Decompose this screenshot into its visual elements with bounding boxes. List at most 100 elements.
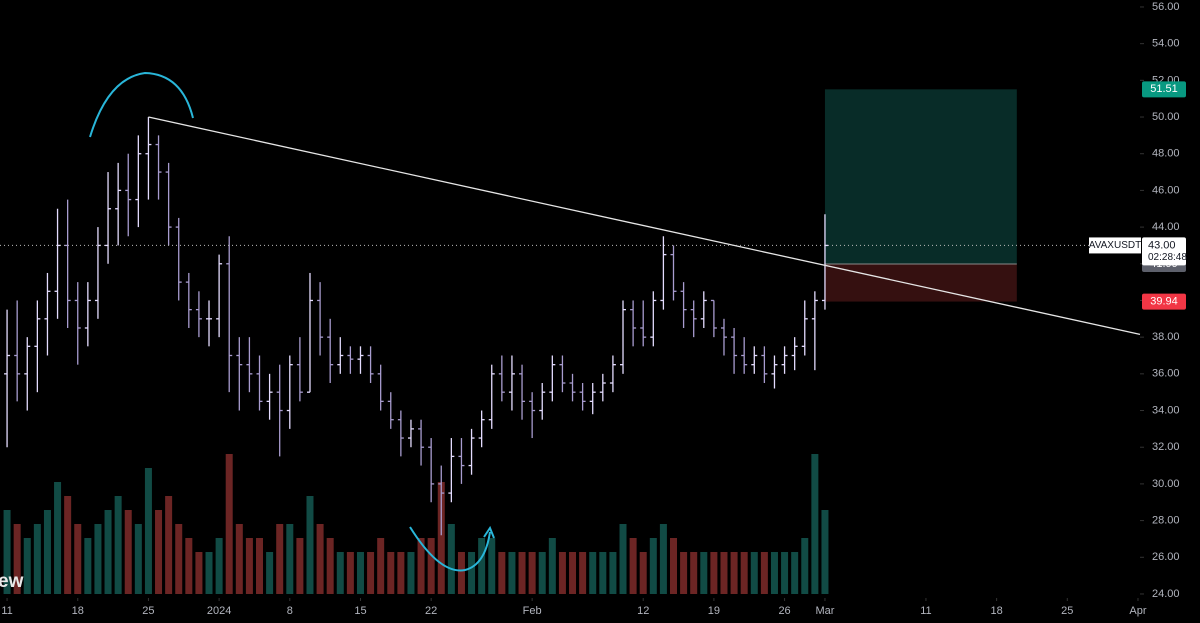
- volume-bar: [437, 482, 445, 594]
- volume-bar: [114, 496, 122, 594]
- last-price-tag: [1142, 237, 1186, 266]
- volume-bar: [548, 538, 556, 594]
- volume-bar: [276, 524, 284, 594]
- x-tick-label: 25: [142, 605, 154, 617]
- x-tick-label: 18: [72, 605, 84, 617]
- volume-bar: [801, 538, 809, 594]
- top-arc: [89, 71, 194, 138]
- volume-bar: [367, 552, 375, 594]
- volume-bar: [306, 496, 314, 594]
- volume-bar: [165, 496, 173, 594]
- volume-bar: [245, 538, 253, 594]
- y-tick-label: 26.00: [1152, 551, 1180, 563]
- x-tick-label: 22: [425, 605, 437, 617]
- volume-bar: [720, 552, 728, 594]
- y-tick-label: 34.00: [1152, 404, 1180, 416]
- x-tick-label: Feb: [523, 605, 542, 617]
- stop-zone: [824, 263, 1017, 302]
- volume-bar: [770, 552, 778, 594]
- volume-bar: [94, 524, 102, 594]
- volume-bar: [377, 538, 385, 594]
- volume-bar: [23, 538, 31, 594]
- volume-bar: [144, 468, 152, 594]
- volume-bar: [447, 524, 455, 594]
- x-tick-label: Apr: [1129, 605, 1146, 617]
- volume-bar: [760, 552, 768, 594]
- volume-bar: [346, 552, 354, 594]
- volume-bar: [700, 552, 708, 594]
- volume-bar: [64, 496, 72, 594]
- volume-bar: [690, 552, 698, 594]
- volume-bar: [811, 454, 819, 594]
- countdown: 02:28:48: [1148, 252, 1187, 263]
- bottom-arc: [409, 525, 495, 572]
- volume-bar: [599, 552, 607, 594]
- volume-bar: [43, 510, 51, 594]
- y-tick-label: 30.00: [1152, 478, 1180, 490]
- volume-bar: [781, 552, 789, 594]
- volume-bar: [124, 510, 132, 594]
- volume-bar: [74, 524, 82, 594]
- volume-bar: [457, 552, 465, 594]
- y-tick-label: 24.00: [1152, 588, 1180, 600]
- price-tag-label: 51.51: [1150, 83, 1178, 95]
- volume-bar: [589, 552, 597, 594]
- volume-bar: [669, 538, 677, 594]
- volume-bar: [730, 552, 738, 594]
- volume-bar: [286, 524, 294, 594]
- axes: 56.0054.0052.0050.0048.0046.0044.0042.00…: [1, 1, 1187, 617]
- y-tick-label: 44.00: [1152, 221, 1180, 233]
- volume-bar: [266, 552, 274, 594]
- y-tick-label: 56.00: [1152, 1, 1180, 13]
- volume-bar: [750, 552, 758, 594]
- y-tick-label: 32.00: [1152, 441, 1180, 453]
- last-price-label: 43.00: [1148, 239, 1176, 251]
- x-tick-label: 11: [920, 605, 931, 617]
- x-tick-label: 26: [778, 605, 790, 617]
- volume-bar: [54, 482, 62, 594]
- volume-bar: [387, 552, 395, 594]
- volume-bar: [508, 552, 516, 594]
- volume-bar: [185, 538, 193, 594]
- volume-bar: [356, 552, 364, 594]
- volume-bar: [225, 454, 233, 594]
- y-tick-label: 28.00: [1152, 514, 1180, 526]
- y-tick-label: 48.00: [1152, 148, 1180, 160]
- volume-bar: [528, 552, 536, 594]
- volume-bar: [215, 538, 223, 594]
- x-tick-label: 2024: [207, 605, 231, 617]
- volume-bar: [407, 552, 415, 594]
- price-tag: [1142, 293, 1186, 310]
- watermark: ew: [0, 571, 24, 592]
- volume-bar: [326, 538, 334, 594]
- volume-bar: [134, 524, 142, 594]
- volume-bar: [397, 552, 405, 594]
- volume-bar: [33, 524, 41, 594]
- x-tick-label: 18: [990, 605, 1002, 617]
- volume-bar: [13, 524, 21, 594]
- volume-bar: [256, 538, 264, 594]
- volume-bar: [518, 552, 526, 594]
- volume-bar: [680, 552, 688, 594]
- volume-bar: [336, 552, 344, 594]
- volume-bar: [195, 552, 203, 594]
- y-tick-label: 36.00: [1152, 368, 1180, 380]
- volume-bar: [427, 538, 435, 594]
- symbol-label: AVAXUSDT: [1089, 240, 1141, 251]
- volume-bar: [175, 524, 183, 594]
- trendline: [148, 116, 1141, 336]
- volume-bar: [205, 552, 213, 594]
- volume-bar: [791, 552, 799, 594]
- volume-bar: [417, 538, 425, 594]
- volume-bar: [478, 538, 486, 594]
- volume-bar: [639, 552, 647, 594]
- volume-bar: [488, 538, 496, 594]
- volume-bar: [235, 524, 243, 594]
- y-tick-label: 38.00: [1152, 331, 1180, 343]
- volume-bar: [296, 538, 304, 594]
- volume-bar: [3, 510, 11, 594]
- plot-area: [0, 89, 1141, 594]
- x-tick-label: 12: [637, 605, 649, 617]
